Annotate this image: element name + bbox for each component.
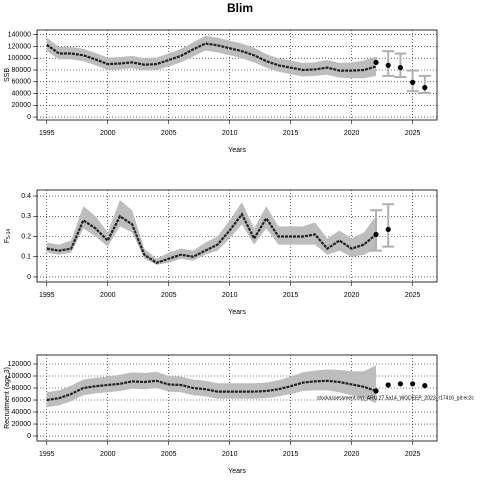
chart-title: Blim xyxy=(227,1,253,15)
y-tick-label: 0 xyxy=(27,114,31,121)
estimate-line xyxy=(46,42,377,72)
x-tick-label: 2015 xyxy=(283,292,299,299)
y-tick-label: 120000 xyxy=(8,43,31,50)
x-tick-label: 2005 xyxy=(161,451,177,458)
x-tick-label: 2025 xyxy=(405,292,421,299)
x-tick-label: 2020 xyxy=(344,130,360,137)
forecast-point xyxy=(385,62,391,68)
x-tick-label: 2005 xyxy=(161,292,177,299)
y-axis-label-main: F xyxy=(4,239,11,243)
y-tick-label: 80000 xyxy=(12,67,32,74)
x-tick-label: 2015 xyxy=(283,451,299,458)
y-tick-label: 0.4 xyxy=(21,193,31,200)
confidence-band xyxy=(46,365,377,408)
x-tick-label: 2010 xyxy=(222,292,238,299)
y-tick-label: 140000 xyxy=(8,32,31,39)
x-tick-label: 2025 xyxy=(405,130,421,137)
x-axis-label: Years xyxy=(228,309,246,316)
plot-frame xyxy=(36,29,438,121)
x-tick-label: 2005 xyxy=(161,130,177,137)
forecast-point xyxy=(410,79,416,85)
x-tick-label: 1995 xyxy=(39,292,55,299)
forecast-point xyxy=(373,231,379,238)
forecast-point xyxy=(410,381,416,387)
y-tick-label: 0.2 xyxy=(21,233,31,240)
y-tick-label: 100000 xyxy=(8,55,31,62)
x-tick-label: 2020 xyxy=(344,451,360,458)
plot-frame xyxy=(36,189,438,283)
y-axis-label: Recruitment (age 3) xyxy=(4,367,11,429)
x-tick-label: 1995 xyxy=(39,130,55,137)
x-tick-label: 2010 xyxy=(222,130,238,137)
y-tick-label: 40000 xyxy=(12,409,32,416)
y-tick-label: 20000 xyxy=(12,102,32,109)
confidence-band xyxy=(46,200,377,265)
forecast-point xyxy=(422,85,428,91)
plot-frame xyxy=(36,354,438,442)
forecast-point xyxy=(373,59,379,65)
confidence-band xyxy=(46,35,377,79)
x-tick-label: 2015 xyxy=(283,130,299,137)
y-tick-label: 0 xyxy=(27,274,31,281)
y-tick-label: 0.1 xyxy=(21,254,31,261)
x-tick-label: 2020 xyxy=(344,292,360,299)
estimate-line xyxy=(46,212,377,265)
y-tick-label: 40000 xyxy=(12,90,32,97)
forecast-point xyxy=(422,383,428,389)
y-tick-label: 100000 xyxy=(8,373,31,380)
y-tick-label: 60000 xyxy=(12,397,32,404)
estimate-line xyxy=(46,379,377,402)
x-axis-label: Years xyxy=(228,147,246,154)
y-tick-label: 20000 xyxy=(12,421,32,428)
y-tick-label: 120000 xyxy=(8,361,31,368)
y-tick-label: 80000 xyxy=(12,385,32,392)
x-axis-label: Years xyxy=(228,468,246,475)
annotation: stockassessment.org_ARU.27.5a14_WGDEEP_2… xyxy=(317,395,475,401)
x-tick-label: 2000 xyxy=(100,451,116,458)
x-tick-label: 2025 xyxy=(405,451,421,458)
y-tick-label: 60000 xyxy=(12,79,32,86)
x-tick-label: 1995 xyxy=(39,451,55,458)
forecast-point xyxy=(373,388,379,394)
y-axis-label: SSB xyxy=(4,68,11,82)
y-tick-label: 0.3 xyxy=(21,213,31,220)
x-tick-label: 2000 xyxy=(100,292,116,299)
y-axis-label: F5-14 xyxy=(4,229,12,244)
forecast-point xyxy=(385,382,391,388)
x-tick-label: 2000 xyxy=(100,130,116,137)
x-tick-label: 2010 xyxy=(222,451,238,458)
forecast-point xyxy=(397,381,404,387)
y-axis-label-sub: 5-14 xyxy=(6,229,12,239)
y-tick-label: 0 xyxy=(27,433,31,440)
forecast-point xyxy=(385,226,391,233)
forecast-point xyxy=(397,65,404,71)
